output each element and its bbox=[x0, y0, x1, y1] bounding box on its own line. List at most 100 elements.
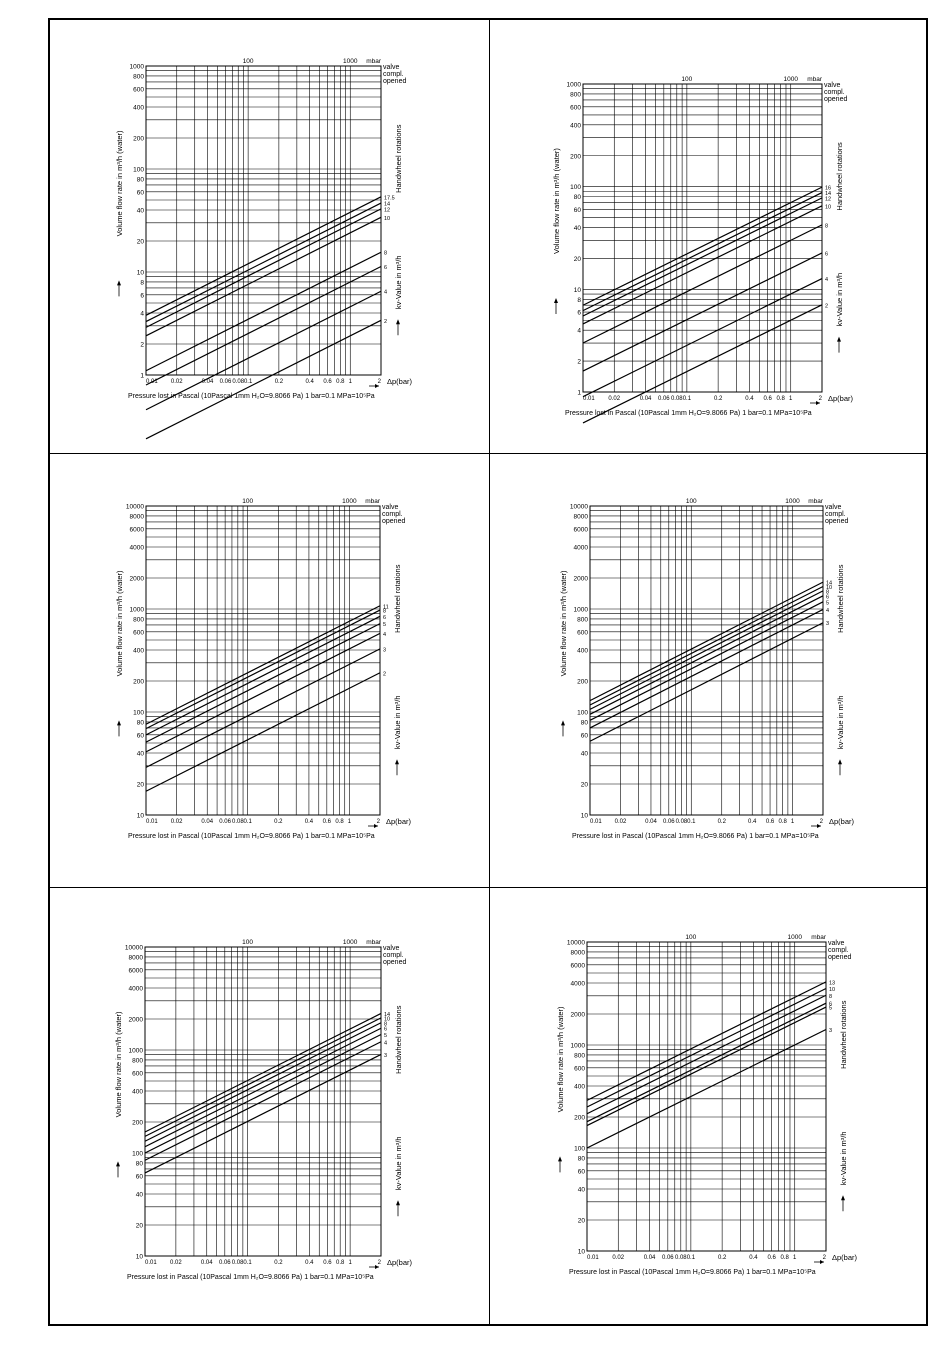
y-tick-label: 600 bbox=[570, 104, 581, 111]
y-tick-label: 20 bbox=[137, 781, 145, 788]
y-tick-label: 2000 bbox=[129, 1016, 144, 1023]
series-line-10 bbox=[145, 216, 382, 337]
rotation-value-label: 5 bbox=[384, 1033, 387, 1039]
x-tick-label: 0.02 bbox=[612, 1255, 624, 1261]
y-tick-label: 80 bbox=[137, 176, 145, 183]
y-tick-label: 6000 bbox=[129, 967, 144, 974]
mbar-tick-label: 1000 bbox=[343, 939, 358, 946]
x-tick-label: 0.02 bbox=[615, 819, 627, 825]
y-tick-label: 60 bbox=[137, 189, 145, 196]
valve-open-label: valve bbox=[382, 504, 398, 511]
y-tick-label: 400 bbox=[577, 647, 588, 654]
y-tick-label: 1000 bbox=[130, 64, 145, 71]
y-tick-label: 60 bbox=[578, 1168, 586, 1175]
series-line-14 bbox=[589, 581, 824, 702]
y-arrow-head bbox=[117, 280, 121, 286]
x-tick-label: 1 bbox=[348, 1260, 352, 1266]
rotation-value-label: 10 bbox=[826, 585, 832, 591]
x-tick-label: 0.2 bbox=[718, 1255, 727, 1261]
x-tick-label: 0.6 bbox=[323, 379, 332, 385]
y-tick-label: 1000 bbox=[571, 1043, 586, 1050]
y-tick-label: 100 bbox=[132, 1151, 143, 1158]
x-tick-label: 0.08 bbox=[671, 396, 683, 402]
series-line-12 bbox=[145, 208, 382, 328]
rotation-value-label: 3 bbox=[826, 621, 829, 627]
x-tick-label: 0.4 bbox=[749, 1255, 758, 1261]
rotation-value-label: 8 bbox=[829, 994, 832, 1000]
x-tick-label: 0.6 bbox=[323, 819, 332, 825]
y-tick-label: 80 bbox=[137, 719, 145, 726]
y-tick-label: 600 bbox=[577, 629, 588, 636]
y-tick-label: 200 bbox=[577, 678, 588, 685]
rotation-value-label: 8 bbox=[383, 609, 386, 615]
y-tick-label: 1000 bbox=[129, 1048, 144, 1055]
x-tick-label: 0.8 bbox=[779, 819, 788, 825]
valve-open-label: valve bbox=[825, 504, 841, 511]
y-tick-label: 60 bbox=[581, 732, 589, 739]
x-tick-label: 1 bbox=[349, 379, 353, 385]
kv-arrow-head bbox=[838, 759, 842, 765]
y-tick-label: 4 bbox=[577, 328, 581, 335]
rotation-value-label: 8 bbox=[384, 251, 387, 257]
y-tick-label: 10 bbox=[581, 813, 589, 820]
series-line-8 bbox=[145, 609, 381, 730]
y-tick-label: 60 bbox=[137, 732, 145, 739]
series-line-5 bbox=[586, 1006, 827, 1127]
valve-open-label: valve bbox=[383, 64, 399, 71]
y-tick-label: 40 bbox=[574, 225, 582, 232]
x-tick-label: 0.4 bbox=[748, 819, 757, 825]
rotation-value-label: 4 bbox=[825, 277, 828, 283]
y-tick-label: 80 bbox=[578, 1155, 586, 1162]
row-divider bbox=[50, 887, 926, 888]
valve-open-label: compl. bbox=[383, 71, 404, 78]
x-tick-label: 0.8 bbox=[336, 1260, 345, 1266]
kv-label: kv-Value in m³/h bbox=[836, 695, 845, 749]
valve-open-label: opened bbox=[825, 518, 848, 525]
y-tick-label: 80 bbox=[574, 194, 582, 201]
diagram-sheet bbox=[48, 18, 928, 1326]
rotation-value-label: 8 bbox=[826, 589, 829, 595]
y-tick-label: 800 bbox=[133, 616, 144, 623]
y-tick-label: 600 bbox=[574, 1065, 585, 1072]
y-tick-label: 400 bbox=[132, 1088, 143, 1095]
rotation-value-label: 17.5 bbox=[384, 195, 395, 201]
y-axis-label: Volume flow rate in m³/h (water) bbox=[114, 1011, 123, 1117]
y-tick-label: 6000 bbox=[574, 526, 589, 533]
x-tick-label: 0.01 bbox=[583, 396, 595, 402]
x-tick-label: 2 bbox=[378, 379, 382, 385]
series-line-10 bbox=[586, 987, 827, 1108]
y-tick-label: 100 bbox=[133, 167, 144, 174]
y-tick-label: 10000 bbox=[567, 940, 585, 947]
y-tick-label: 80 bbox=[581, 719, 589, 726]
series-line-3 bbox=[144, 1053, 382, 1174]
y-tick-label: 200 bbox=[133, 678, 144, 685]
y-tick-label: 4000 bbox=[574, 544, 589, 551]
series-line-2 bbox=[582, 304, 823, 424]
series-line-10 bbox=[582, 205, 823, 325]
mbar-unit-label: mbar bbox=[365, 498, 381, 505]
y-tick-label: 100 bbox=[574, 1146, 585, 1153]
y-axis-label: Volume flow rate in m³/h (water) bbox=[115, 570, 124, 676]
y-tick-label: 600 bbox=[133, 629, 144, 636]
valve-open-label: compl. bbox=[383, 952, 404, 959]
rotation-value-label: 6 bbox=[825, 251, 828, 257]
plot-frame bbox=[145, 505, 381, 816]
x-tick-label: 0.8 bbox=[776, 396, 785, 402]
series-line-8 bbox=[144, 1022, 382, 1142]
rotation-value-label: 5 bbox=[826, 600, 829, 606]
y-tick-label: 100 bbox=[133, 710, 144, 717]
y-tick-label: 2000 bbox=[571, 1011, 586, 1018]
x-tick-label: 1 bbox=[348, 819, 352, 825]
rotation-value-label: 4 bbox=[384, 290, 387, 296]
y-tick-label: 6 bbox=[577, 310, 581, 317]
plot-frame bbox=[582, 83, 823, 393]
valve-open-label: compl. bbox=[828, 947, 849, 954]
plot-frame bbox=[586, 941, 827, 1252]
plot-frame bbox=[144, 946, 382, 1257]
rotation-value-label: 4 bbox=[384, 1040, 387, 1046]
series-line-8 bbox=[589, 590, 824, 710]
rotation-value-label: 6 bbox=[383, 615, 386, 621]
mbar-tick-label: 100 bbox=[243, 58, 254, 65]
x-tick-label: 0.04 bbox=[640, 396, 652, 402]
